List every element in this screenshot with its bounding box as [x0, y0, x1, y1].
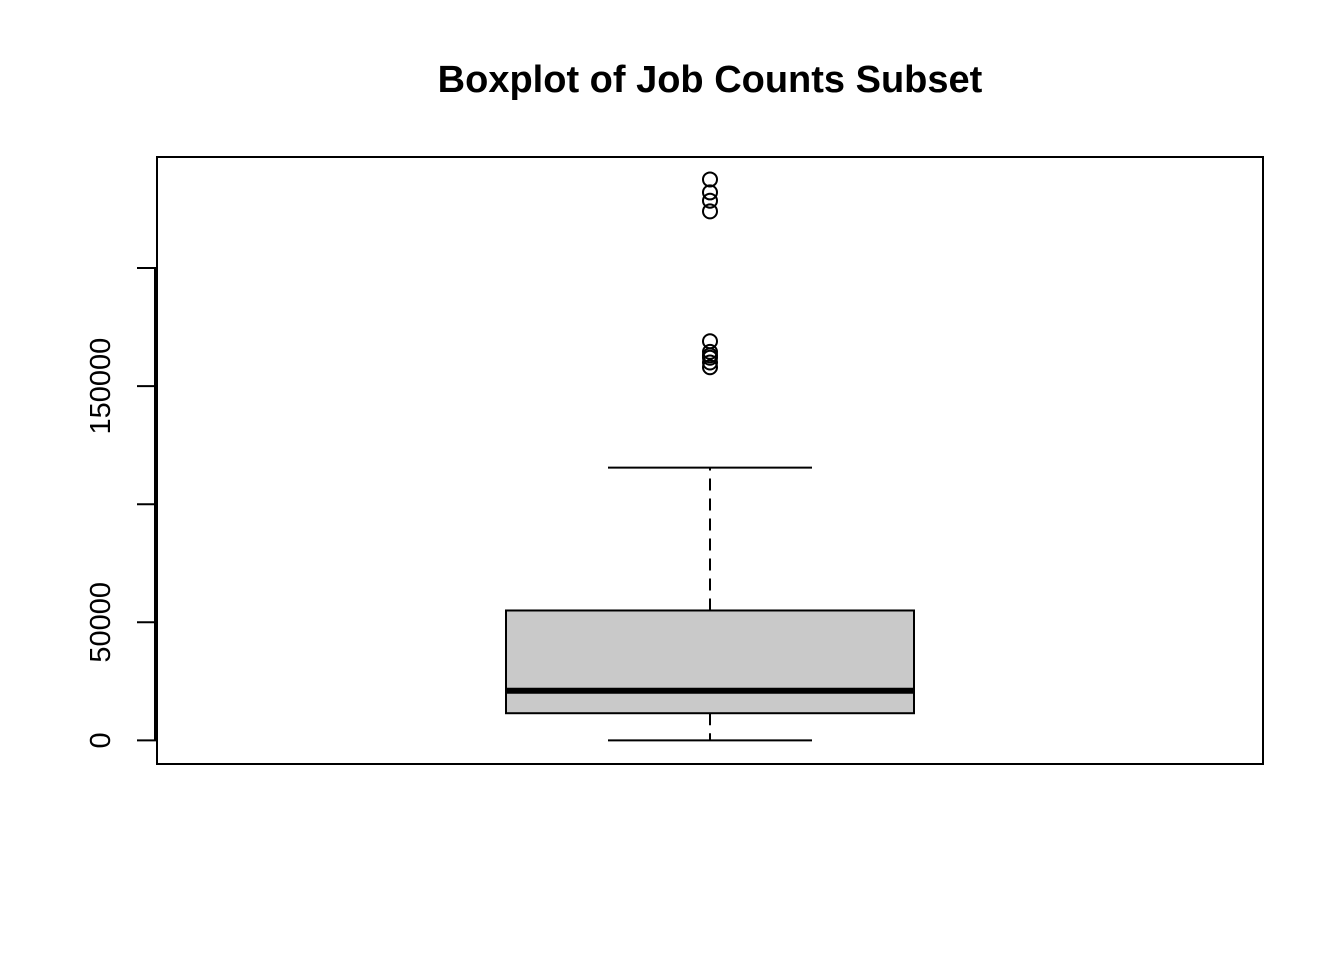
plot-frame: [156, 156, 1264, 765]
y-tick-label: 0: [85, 732, 117, 748]
plot-area: [505, 171, 915, 742]
y-tick-label: 150000: [85, 338, 117, 435]
interquartile-box: [505, 609, 915, 715]
outlier-point: [702, 359, 718, 376]
y-axis: 0 50000 150000: [85, 267, 157, 748]
outlier-point: [702, 171, 718, 188]
outlier-point: [702, 184, 718, 201]
chart-title: Boxplot of Job Counts Subset: [438, 59, 983, 101]
outlier-point: [702, 203, 718, 220]
y-tick-label: 50000: [85, 582, 117, 663]
outlier-point: [702, 192, 718, 209]
outlier-point: [702, 343, 718, 360]
outlier-point: [702, 333, 718, 350]
outlier-point: [702, 354, 718, 371]
